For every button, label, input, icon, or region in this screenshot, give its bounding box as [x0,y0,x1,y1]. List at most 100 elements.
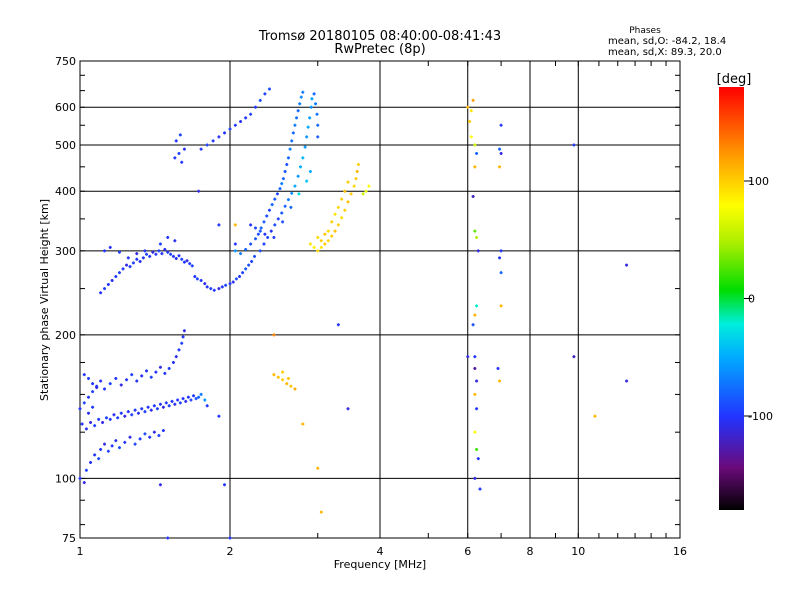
data-point [178,401,182,405]
plot-area: 1 2 4 6 8 10 16 750 600 500 400 300 200 100 75 [55,55,687,558]
data-point [173,156,177,160]
data-point [140,374,144,378]
data-point [205,404,209,408]
chart-subtitle: RwPretec (8p) [334,42,425,57]
data-point [233,223,237,227]
data-point [148,254,152,258]
data-point [233,123,237,127]
y-tick-label: 500 [55,139,76,152]
colorbar-tick-label: 100 [748,175,769,188]
data-point [475,407,479,411]
data-point [99,291,103,295]
data-point [312,245,316,249]
data-point [281,378,285,382]
data-point [346,200,350,204]
data-point [158,365,162,369]
data-point [220,285,224,289]
data-point [217,223,221,227]
data-point [181,397,185,401]
data-point [473,165,477,169]
data-point [499,151,503,155]
data-point [119,383,123,387]
data-point [301,156,305,160]
data-point [166,250,170,254]
data-point [130,373,134,377]
data-point [244,267,248,271]
data-point [104,416,108,420]
data-point [468,120,472,124]
data-point [174,257,178,261]
data-point [272,235,276,239]
data-point [319,510,323,514]
data-point [496,366,500,370]
data-point [195,277,199,281]
y-tick-label: 75 [62,532,76,545]
data-point [178,133,182,137]
data-point [466,105,470,109]
y-tick-label: 750 [55,55,76,68]
x-tick-label: 6 [464,545,471,558]
data-point [197,189,201,193]
data-point [163,247,167,251]
data-point [273,197,277,201]
data-point [143,432,147,436]
data-point [128,435,132,439]
data-point [141,256,145,260]
data-point [164,401,168,405]
data-point [160,252,164,256]
data-point [158,242,162,246]
data-point [258,229,262,233]
data-point [199,392,203,396]
data-point [84,427,88,431]
phases-x-stats: mean, sd,X: 89.3, 20.0 [608,47,722,58]
data-point [343,208,347,212]
data-point [593,414,597,418]
data-point [253,105,257,109]
data-point [296,174,300,178]
data-point [145,252,149,256]
colorbar-tick-label: 0 [748,293,755,306]
data-point [315,112,319,116]
data-point [333,229,337,233]
data-point [340,216,344,220]
data-point [239,252,243,256]
data-point [188,262,192,266]
data-point [263,232,267,236]
data-point [263,92,267,96]
data-point [473,143,477,147]
data-point [285,382,289,386]
data-point [158,402,162,406]
data-point [319,245,323,249]
data-points [78,87,629,540]
data-point [316,249,320,253]
data-point [146,405,150,409]
data-point [250,259,254,263]
data-point [135,252,139,256]
data-point [471,323,475,327]
data-point [190,264,194,268]
data-point [326,229,330,233]
data-point [101,420,105,424]
data-point [163,371,167,375]
data-point [86,395,90,399]
x-tick-label: 10 [571,545,585,558]
data-point [306,125,310,129]
data-point [239,120,243,124]
data-point [498,256,502,260]
data-point [258,249,262,253]
data-point [266,235,270,239]
data-point [128,265,132,269]
data-point [126,410,130,414]
data-point [186,395,190,399]
data-point [278,187,282,191]
data-point [177,151,181,155]
data-point [177,348,181,352]
data-point [180,160,184,164]
data-point [182,147,186,151]
data-point [103,287,107,291]
data-point [305,135,309,139]
data-point [167,404,171,408]
data-point [119,411,123,415]
data-point [223,131,227,135]
data-point [205,143,209,147]
